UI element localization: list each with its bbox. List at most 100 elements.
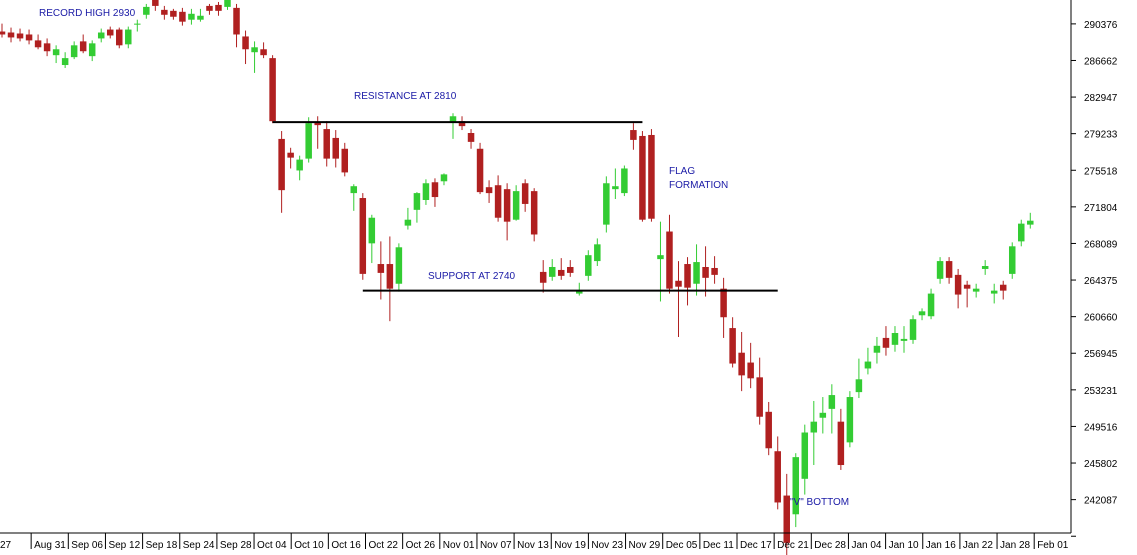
candle-body [684,264,691,288]
candle [404,207,412,230]
candle [900,326,908,353]
candle [738,332,745,392]
candle [693,244,700,296]
candle [152,0,159,11]
candle-body [224,0,231,7]
candle-body [837,421,845,466]
candle-body [179,11,186,22]
candle [25,29,33,45]
reference-lines-group [272,121,778,292]
candle-body [0,31,6,35]
candle [476,142,484,195]
flag-annotation-line1: FLAG [669,166,695,177]
candle [341,142,349,177]
candle-body [693,262,700,284]
candle-body [720,288,727,318]
candle-body [197,15,204,20]
x-tick-label: Oct 26 [406,540,436,551]
y-tick-label: 245802 [1084,459,1118,470]
candle [143,3,150,19]
record-high-annotation: RECORD HIGH 2930 [39,8,136,19]
candle [215,1,222,16]
candle-body [603,183,610,225]
x-tick-label: Dec 21 [777,540,809,551]
candle [179,7,186,26]
candle [963,280,971,308]
candle [125,26,132,49]
candle-body [350,186,358,194]
y-tick-label: 253231 [1084,386,1118,397]
candle-body [621,168,628,194]
candle [43,38,51,57]
candle [188,8,195,25]
candle [684,257,691,306]
x-tick-label: Nov 19 [554,540,586,551]
candle-body [648,134,655,219]
candle-body [900,338,908,341]
candle-body [43,43,51,52]
candle [539,260,547,293]
candle [161,5,168,20]
x-tick-label: Jan 22 [963,540,993,551]
candle-body [359,198,367,274]
candle [233,3,240,48]
candle [675,261,682,337]
candle-body [97,32,105,39]
candle [557,258,565,280]
candle [1027,212,1034,229]
candle [765,401,772,456]
candle-body [314,122,321,126]
x-tick-label: Dec 11 [703,540,734,551]
x-tick-label: Feb 01 [1037,540,1069,551]
candle [819,397,827,434]
x-tick-label: Sep 06 [71,540,103,551]
candle-body [7,32,15,38]
x-tick-label: Sep 18 [146,540,178,551]
candle-body [999,284,1007,291]
candle-body [467,133,475,142]
candle-body [828,395,836,409]
candle [251,41,258,73]
candle-body [765,411,772,449]
candle [648,129,655,222]
candle [702,246,709,297]
candle [936,257,944,284]
candle-body [476,148,484,193]
candle-body [34,40,42,48]
candle-body [125,29,132,45]
candle [639,131,646,222]
candle-body [305,123,312,159]
candle [1018,219,1025,247]
x-tick-label: Nov 01 [443,540,475,551]
candle [34,34,42,50]
x-tick-label: Oct 10 [294,540,324,551]
candle-body [909,319,917,340]
y-tick-label: 260660 [1084,313,1118,324]
candle [837,408,845,470]
candle [783,473,790,555]
candle [855,358,863,399]
candle-body [88,43,96,57]
candle-body [738,352,745,376]
candle [657,221,664,302]
x-tick-label: Nov 29 [629,540,661,551]
candle [170,8,177,20]
candle [0,23,6,38]
y-tick-label: 268089 [1084,239,1118,250]
candle-body [846,397,854,443]
candle [386,236,394,322]
candle-body [1018,223,1025,242]
y-axis-ticks: 290376 286662 282947 279233 275518 271804 2680… [1071,20,1118,537]
candle-body [792,457,800,515]
candle-body [52,49,60,56]
candle [260,42,267,59]
candle [801,424,809,495]
candle-body [963,284,971,289]
candle-body [864,361,872,369]
candle-body [774,451,781,503]
candle-body [927,293,935,317]
candle-body [341,148,349,173]
candle [548,259,556,281]
candle-body [188,13,195,20]
candle-body [422,183,430,200]
